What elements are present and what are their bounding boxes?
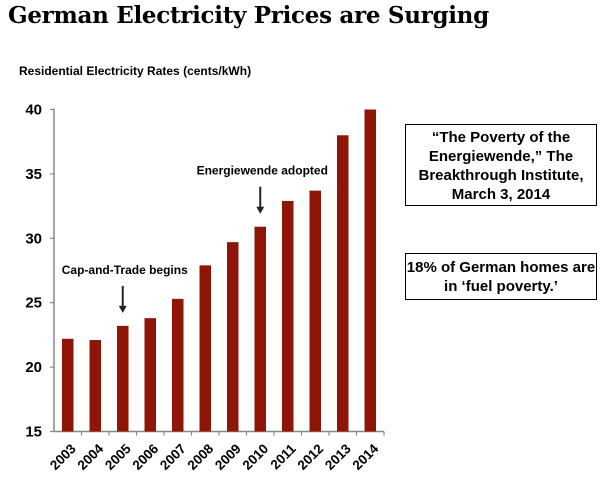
bar-2003	[62, 338, 74, 432]
citation-callout: “The Poverty of the Energiewende,” The B…	[405, 124, 597, 206]
x-tick-label: 2013	[322, 441, 354, 473]
x-tick-label: 2012	[295, 441, 327, 473]
bar-2005	[117, 325, 129, 432]
y-tick-label: 35	[25, 166, 42, 183]
x-tick-label: 2011	[268, 441, 300, 473]
bar-2010	[254, 226, 266, 432]
y-tick-label: 25	[25, 295, 42, 312]
x-tick-label: 2003	[47, 441, 79, 473]
x-tick-label: 2010	[240, 441, 272, 473]
bar-2013	[337, 135, 349, 432]
bar-2009	[227, 242, 239, 432]
y-tick-label: 30	[25, 230, 42, 247]
bar-2012	[309, 190, 321, 432]
x-tick-label: 2006	[130, 441, 162, 473]
x-tick-label: 2004	[75, 441, 107, 473]
bar-2004	[89, 340, 101, 432]
bar-2014	[364, 109, 376, 432]
x-tick-label: 2008	[185, 441, 217, 473]
fuel-poverty-callout: 18% of German homes are in ‘fuel poverty…	[405, 253, 597, 300]
bar-2011	[282, 200, 294, 432]
down-arrow-icon	[256, 206, 265, 214]
down-arrow-icon	[118, 305, 127, 313]
x-tick-label: 2014	[350, 441, 382, 473]
x-tick-label: 2007	[157, 441, 189, 473]
bar-2007	[172, 298, 184, 432]
bar-2006	[144, 318, 156, 432]
y-axis-label: Residential Electricity Rates (cents/kWh…	[19, 64, 252, 78]
chart-title: German Electricity Prices are Surging	[8, 2, 489, 29]
y-tick-label: 15	[25, 424, 42, 441]
annotation-label: Cap-and-Trade begins	[62, 263, 188, 277]
x-tick-label: 2009	[212, 441, 244, 473]
y-tick-label: 40	[25, 102, 42, 119]
y-tick-label: 20	[25, 359, 42, 376]
annotation-label: Energiewende adopted	[197, 164, 328, 178]
x-tick-label: 2005	[102, 441, 134, 473]
bar-2008	[199, 265, 211, 432]
